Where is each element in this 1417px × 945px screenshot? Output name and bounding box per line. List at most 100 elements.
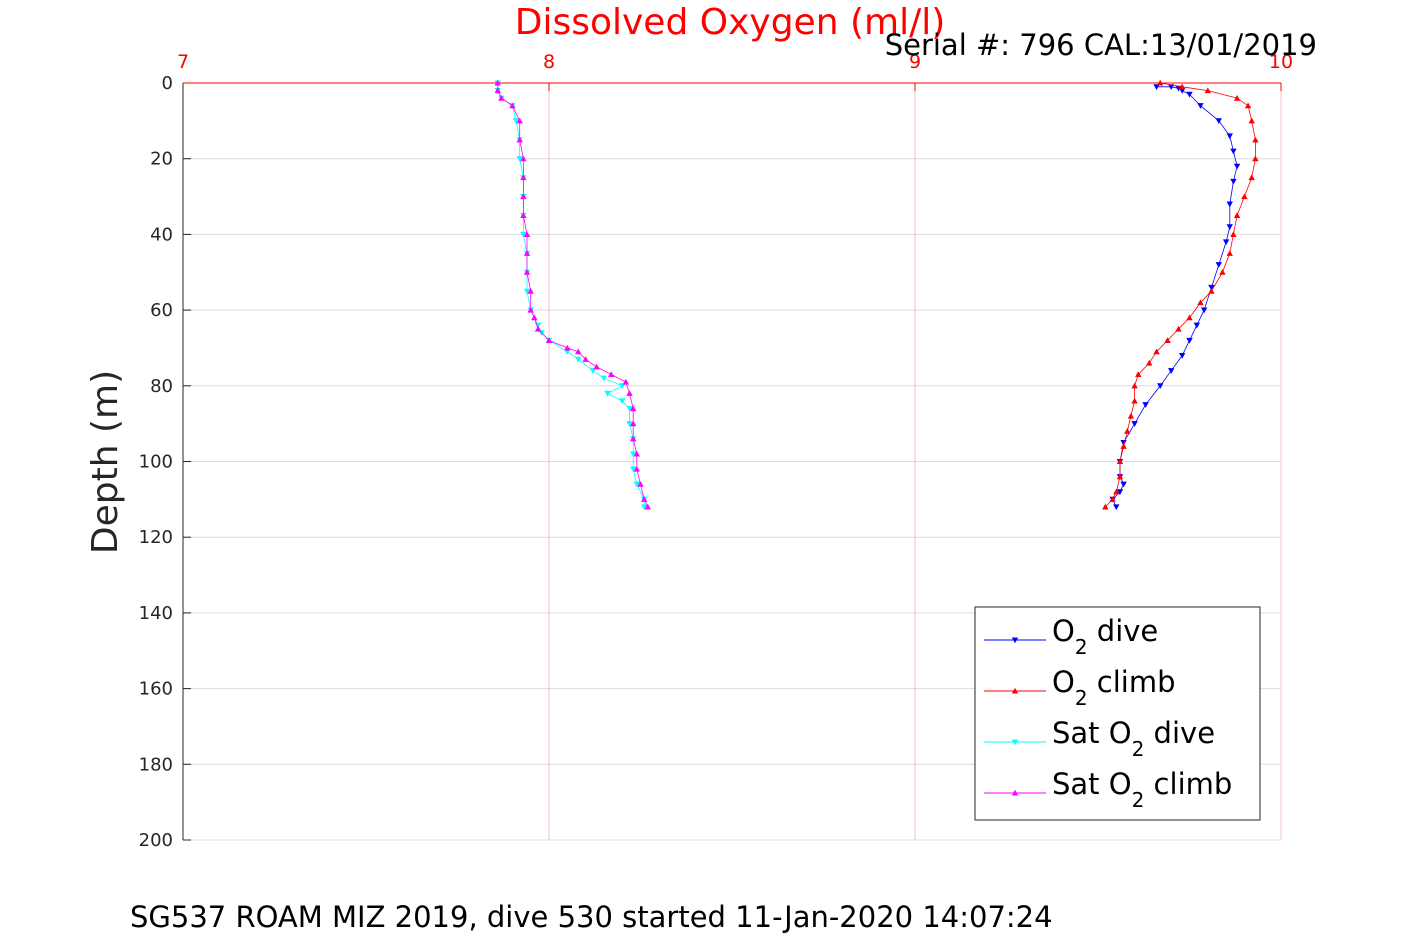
data-point-sat-o2-dive-25 bbox=[626, 405, 633, 412]
chart-subtitle: Serial #: 796 CAL:13/01/2019 bbox=[885, 28, 1317, 62]
data-point-sat-o2-dive-28 bbox=[629, 451, 637, 458]
data-point-sat-o2-dive-18 bbox=[564, 349, 571, 355]
data-point-sat-o2-dive-32 bbox=[640, 504, 648, 511]
data-point-sat-o2-dive-21 bbox=[600, 375, 608, 382]
y-tick-label-10: 200 bbox=[139, 830, 173, 851]
data-point-sat-o2-climb-0 bbox=[644, 503, 652, 510]
data-point-o2-dive-23 bbox=[1131, 421, 1138, 427]
chart-title: Dissolved Oxygen (ml/l) bbox=[515, 2, 946, 43]
data-point-o2-dive-10 bbox=[1230, 178, 1237, 185]
legend-label-sat-o2-climb: Sat O2 climb bbox=[1052, 767, 1232, 812]
data-point-sat-o2-climb-10 bbox=[608, 371, 615, 378]
data-point-o2-climb-30 bbox=[1178, 83, 1186, 90]
data-point-o2-dive-16 bbox=[1200, 307, 1208, 314]
data-point-sat-o2-climb-7 bbox=[629, 405, 637, 412]
series-line-o2-climb bbox=[1105, 82, 1256, 508]
data-point-o2-dive-12 bbox=[1226, 224, 1233, 231]
x-tick-label-2: 9 bbox=[909, 51, 921, 73]
legend-marker-o2-climb bbox=[1011, 687, 1019, 694]
legend-marker-o2-dive bbox=[1011, 637, 1019, 644]
data-point-sat-o2-climb-19 bbox=[527, 287, 534, 294]
data-point-o2-climb-17 bbox=[1208, 287, 1215, 294]
y-tick-label-9: 180 bbox=[139, 754, 173, 775]
data-point-o2-climb-18 bbox=[1219, 269, 1226, 275]
data-point-sat-o2-dive-24 bbox=[619, 398, 626, 405]
data-point-o2-climb-21 bbox=[1233, 212, 1241, 219]
data-point-sat-o2-climb-14 bbox=[564, 344, 571, 351]
data-point-o2-dive-18 bbox=[1186, 337, 1193, 344]
y-tick-label-1: 20 bbox=[150, 149, 173, 170]
data-point-sat-o2-dive-13 bbox=[523, 288, 531, 295]
data-point-o2-climb-27 bbox=[1244, 102, 1252, 109]
data-point-sat-o2-climb-18 bbox=[527, 306, 534, 313]
data-point-o2-climb-8 bbox=[1131, 397, 1138, 404]
data-point-sat-o2-climb-5 bbox=[629, 435, 637, 442]
data-point-o2-dive-5 bbox=[1197, 103, 1204, 109]
data-point-o2-dive-20 bbox=[1168, 368, 1175, 374]
data-point-sat-o2-climb-15 bbox=[545, 337, 553, 343]
data-point-sat-o2-dive-4 bbox=[512, 118, 520, 125]
legend-box bbox=[974, 606, 1261, 821]
data-point-sat-o2-climb-20 bbox=[523, 269, 531, 275]
x-tick-label-3: 10 bbox=[1269, 51, 1293, 73]
data-point-o2-dive-7 bbox=[1226, 133, 1233, 140]
data-point-o2-climb-15 bbox=[1186, 314, 1193, 321]
data-point-sat-o2-climb-8 bbox=[626, 390, 633, 396]
data-point-o2-climb-28 bbox=[1233, 94, 1241, 101]
data-point-sat-o2-climb-1 bbox=[640, 496, 648, 502]
data-point-o2-climb-26 bbox=[1248, 117, 1255, 124]
legend-marker-sat-o2-dive bbox=[1011, 739, 1019, 746]
data-point-o2-dive-21 bbox=[1157, 383, 1164, 389]
data-point-o2-dive-4 bbox=[1186, 91, 1193, 98]
data-point-sat-o2-dive-10 bbox=[520, 231, 527, 238]
data-point-o2-dive-15 bbox=[1208, 284, 1215, 291]
y-tick-label-3: 60 bbox=[150, 300, 173, 321]
data-point-o2-dive-22 bbox=[1142, 402, 1149, 408]
data-point-o2-dive-1 bbox=[1168, 84, 1175, 90]
data-point-sat-o2-dive-19 bbox=[575, 356, 582, 363]
legend-marker-sat-o2-climb bbox=[1011, 789, 1019, 796]
y-tick-label-7: 140 bbox=[139, 603, 173, 624]
series-layer bbox=[494, 79, 1259, 511]
data-point-o2-dive-3 bbox=[1178, 88, 1186, 94]
data-point-o2-climb-23 bbox=[1248, 174, 1255, 181]
y-tick-label-0: 0 bbox=[162, 73, 173, 94]
y-axis-label: Depth (m) bbox=[85, 370, 126, 554]
data-point-sat-o2-dive-26 bbox=[626, 421, 633, 427]
data-point-sat-o2-climb-9 bbox=[622, 378, 630, 385]
data-point-sat-o2-climb-32 bbox=[494, 79, 501, 86]
data-point-sat-o2-climb-31 bbox=[494, 87, 501, 94]
data-point-sat-o2-climb-29 bbox=[509, 102, 516, 109]
data-point-o2-climb-13 bbox=[1164, 337, 1171, 343]
x-tick-label-1: 8 bbox=[543, 51, 555, 73]
data-point-o2-climb-20 bbox=[1230, 231, 1237, 237]
data-point-o2-dive-28 bbox=[1116, 489, 1124, 495]
data-point-sat-o2-climb-26 bbox=[520, 155, 527, 162]
data-point-o2-climb-6 bbox=[1124, 428, 1131, 434]
legend-label-sat-o2-dive: Sat O2 dive bbox=[1052, 716, 1215, 761]
data-point-sat-o2-climb-22 bbox=[523, 231, 531, 237]
data-point-o2-climb-2 bbox=[1113, 488, 1120, 495]
data-point-o2-dive-0 bbox=[1153, 84, 1160, 90]
series-sat-o2-climb bbox=[494, 79, 652, 510]
data-point-o2-climb-25 bbox=[1252, 136, 1259, 143]
legend-label-o2-dive: O2 dive bbox=[1052, 614, 1158, 659]
y-tick-label-8: 160 bbox=[139, 679, 173, 700]
data-point-sat-o2-dive-30 bbox=[633, 481, 641, 488]
data-point-sat-o2-dive-22 bbox=[619, 383, 626, 389]
y-tick-label-4: 80 bbox=[150, 376, 173, 397]
data-point-o2-climb-1 bbox=[1109, 496, 1116, 502]
data-point-o2-dive-14 bbox=[1215, 262, 1222, 268]
data-point-sat-o2-climb-16 bbox=[534, 325, 542, 332]
data-point-sat-o2-climb-3 bbox=[633, 465, 641, 472]
data-point-o2-dive-2 bbox=[1175, 85, 1182, 92]
data-point-o2-dive-6 bbox=[1215, 118, 1222, 125]
legend: O2 dive O2 climb Sat O2 dive Sat O2 climb bbox=[974, 606, 1261, 821]
data-point-o2-climb-0 bbox=[1102, 503, 1109, 510]
data-point-o2-dive-30 bbox=[1113, 504, 1120, 511]
legend-label-o2-climb: O2 climb bbox=[1052, 665, 1176, 710]
data-point-o2-climb-14 bbox=[1175, 325, 1182, 332]
data-point-o2-climb-5 bbox=[1120, 443, 1127, 449]
x-tick-label-0: 7 bbox=[177, 51, 189, 73]
